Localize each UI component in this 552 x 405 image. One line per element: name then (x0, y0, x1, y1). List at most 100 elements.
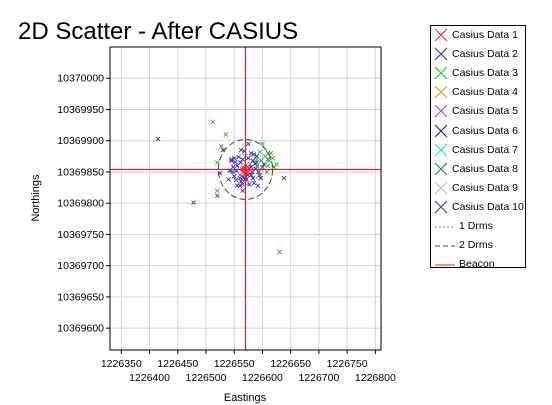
scatter-point-series-6 (249, 169, 255, 175)
x-tick-label: 1226750 (327, 358, 368, 370)
legend-item-series-10: Casius Data 10 (431, 198, 527, 217)
scatter-point-series-3 (270, 155, 275, 161)
y-tick-label: 10369850 (57, 166, 104, 178)
scatter-point-series-8 (258, 158, 264, 164)
legend-item-1-drms: 1 Drms (431, 217, 527, 236)
legend-item-series-9: Casius Data 9 (431, 179, 527, 198)
legend-item-series-6: Casius Data 6 (431, 122, 527, 141)
scatter-point-series-2 (251, 180, 257, 186)
scatter-point-series-6 (248, 164, 254, 170)
chart-legend: Casius Data 1 Casius Data 2 Casius Data 3 C… (430, 25, 527, 270)
scatter-point-series-2 (248, 150, 254, 156)
y-tick-label: 10369750 (57, 229, 104, 241)
scatter-point-series-6 (252, 161, 258, 167)
legend-x-icon (434, 66, 448, 80)
legend-label: 2 Drms (459, 239, 493, 252)
plot-area-frame (109, 46, 382, 351)
legend-label: Casius Data 2 (452, 48, 518, 61)
x-axis-label: Eastings (224, 392, 267, 404)
scatter-point-series-6 (248, 172, 254, 178)
scatter-point-series-6 (229, 158, 234, 164)
x-tick-label: 1226450 (157, 358, 198, 370)
scatter-points (155, 119, 287, 255)
scatter-point-series-6 (231, 173, 237, 179)
scatter-point-series-2 (238, 147, 244, 153)
y-tick-label: 10369800 (57, 198, 104, 210)
scatter-point-series-3 (265, 163, 271, 169)
scatter-point-series-6 (250, 158, 256, 164)
scatter-point-series-3 (218, 143, 224, 149)
x-tick-label: 1226650 (270, 358, 311, 370)
scatter-point-series-3 (264, 169, 270, 175)
legend-x-icon (434, 200, 448, 214)
scatter-point-series-6 (258, 175, 264, 181)
x-tick-label: 1226500 (186, 372, 227, 384)
y-tick-label: 10369900 (57, 135, 104, 147)
scatter-point-series-6 (245, 155, 251, 161)
scatter-point-series-2 (255, 183, 261, 189)
legend-label: Casius Data 8 (452, 162, 518, 175)
legend-x-icon (434, 124, 448, 137)
x-tick-label: 1226400 (129, 372, 170, 384)
y-tick-label: 10369600 (57, 323, 104, 335)
legend-item-series-7: Casius Data 7 (431, 141, 527, 160)
scatter-point-series-2 (245, 141, 251, 147)
legend-label: Casius Data 7 (452, 143, 518, 156)
x-tick-label: 1226800 (355, 372, 396, 384)
legend-x-icon (434, 47, 448, 61)
legend-label: Casius Data 10 (452, 200, 524, 213)
scatter-point-series-3 (266, 158, 272, 164)
y-axis-label: Northings (30, 174, 42, 222)
legend-x-icon (434, 28, 448, 42)
scatter-point-series-3 (223, 132, 229, 137)
scatter-point-series-6 (245, 172, 251, 178)
scatter-point-series-2 (214, 193, 220, 199)
scatter-point-series-6 (240, 157, 246, 162)
scatter-point-series-2 (260, 164, 265, 170)
legend-item-series-4: Casius Data 4 (431, 83, 527, 102)
scatter-point-series-6 (261, 162, 267, 167)
y-tick-label: 10370000 (57, 73, 104, 85)
scatter-point-series-6 (256, 169, 261, 175)
scatter-point-series-6 (238, 160, 243, 165)
scatter-point-series-6 (254, 153, 260, 159)
scatter-point-series-5 (247, 162, 253, 167)
legend-label: Casius Data 4 (452, 86, 518, 99)
legend-item-series-2: Casius Data 2 (431, 45, 527, 64)
chart-title: 2D Scatter - After CASIUS (18, 18, 299, 45)
scatter-point-series-10 (229, 157, 234, 162)
legend-label: Beacon (459, 258, 495, 271)
legend-line-icon (435, 264, 455, 266)
legend-x-icon (434, 143, 448, 157)
scatter-point-series-2 (226, 177, 231, 182)
beacon-lines (110, 47, 381, 350)
scatter-point-series-6 (240, 174, 246, 180)
x-tick-label: 1226350 (101, 358, 142, 370)
legend-label: Casius Data 9 (452, 181, 518, 194)
legend-x-icon (434, 181, 448, 195)
scatter-point-series-3 (214, 188, 220, 194)
scatter-point-series-2 (251, 152, 257, 157)
x-tick-label: 1226550 (214, 358, 255, 370)
legend-x-icon (434, 104, 448, 118)
scatter-point-series-2 (240, 188, 246, 194)
scatter-point-series-2 (191, 200, 196, 205)
legend-label: Casius Data 1 (452, 29, 518, 41)
legend-item-series-1: Casius Data 1 (431, 26, 527, 45)
legend-item-2-drms: 2 Drms (431, 236, 527, 255)
scatter-point-series-3 (210, 119, 216, 125)
legend-item-beacon: Beacon (431, 255, 527, 274)
legend-x-icon (434, 162, 448, 176)
scatter-point-series-6 (250, 175, 256, 181)
scatter-point-series-3 (257, 149, 262, 155)
legend-label: Casius Data 3 (452, 67, 518, 80)
y-tick-label: 10369700 (57, 260, 104, 272)
legend-label: Casius Data 5 (452, 105, 518, 118)
legend-item-series-3: Casius Data 3 (431, 64, 527, 83)
legend-x-icon (434, 85, 448, 99)
x-tick-label: 1226700 (298, 372, 339, 384)
legend-item-series-8: Casius Data 8 (431, 160, 527, 179)
scatter-point-series-2 (281, 175, 287, 181)
scatter-point-series-3 (260, 141, 265, 147)
scatter-point-series-3 (277, 249, 282, 255)
